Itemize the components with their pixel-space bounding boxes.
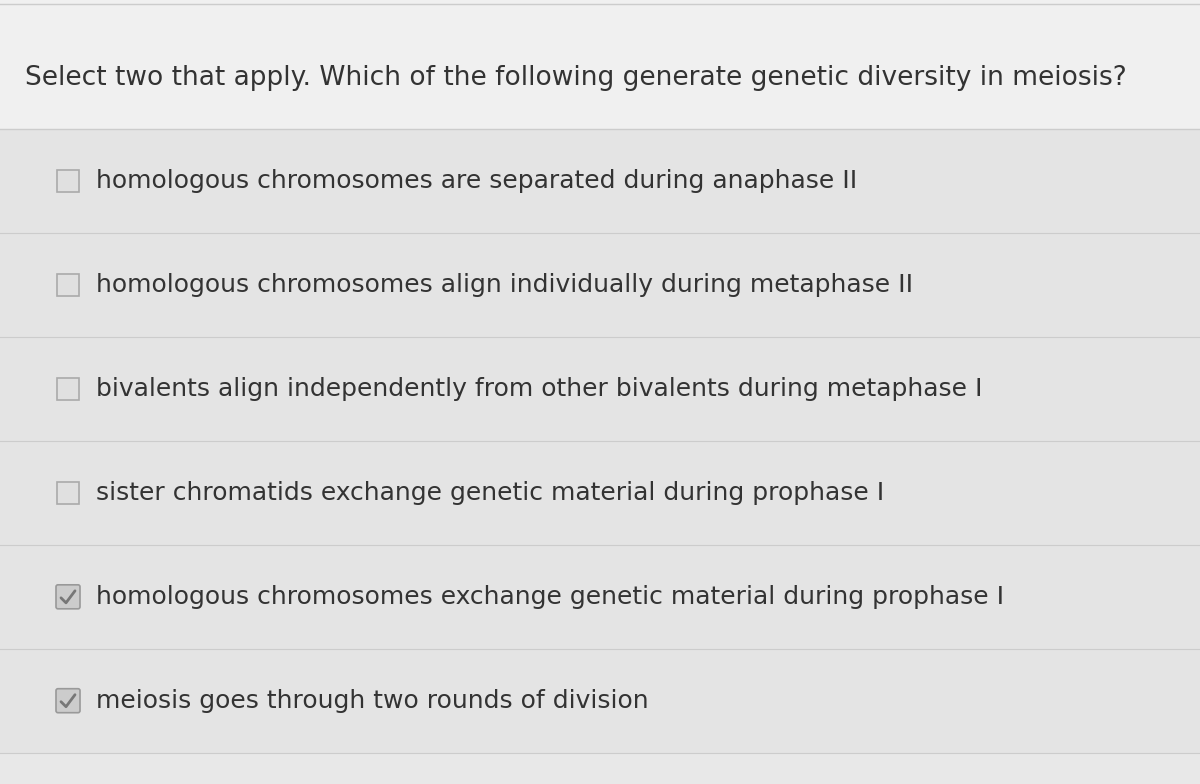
Bar <box>0 129 1200 234</box>
FancyBboxPatch shape <box>58 378 79 400</box>
Text: Select two that apply. Which of the following generate genetic diversity in meio: Select two that apply. Which of the foll… <box>25 65 1127 92</box>
Bar <box>0 337 1200 441</box>
FancyBboxPatch shape <box>58 482 79 504</box>
Text: meiosis goes through two rounds of division: meiosis goes through two rounds of divis… <box>96 688 649 713</box>
Bar <box>0 649 1200 753</box>
Bar <box>0 234 1200 337</box>
Text: homologous chromosomes align individually during metaphase II: homologous chromosomes align individuall… <box>96 273 913 297</box>
Bar <box>0 545 1200 649</box>
Text: homologous chromosomes are separated during anaphase II: homologous chromosomes are separated dur… <box>96 169 857 194</box>
Text: homologous chromosomes exchange genetic material during prophase I: homologous chromosomes exchange genetic … <box>96 585 1004 609</box>
Text: sister chromatids exchange genetic material during prophase I: sister chromatids exchange genetic mater… <box>96 481 884 505</box>
Bar <box>0 441 1200 545</box>
Text: bivalents align independently from other bivalents during metaphase I: bivalents align independently from other… <box>96 377 983 401</box>
FancyBboxPatch shape <box>58 274 79 296</box>
FancyBboxPatch shape <box>58 170 79 192</box>
FancyBboxPatch shape <box>56 688 80 713</box>
FancyBboxPatch shape <box>56 585 80 609</box>
Bar <box>0 0 1200 129</box>
